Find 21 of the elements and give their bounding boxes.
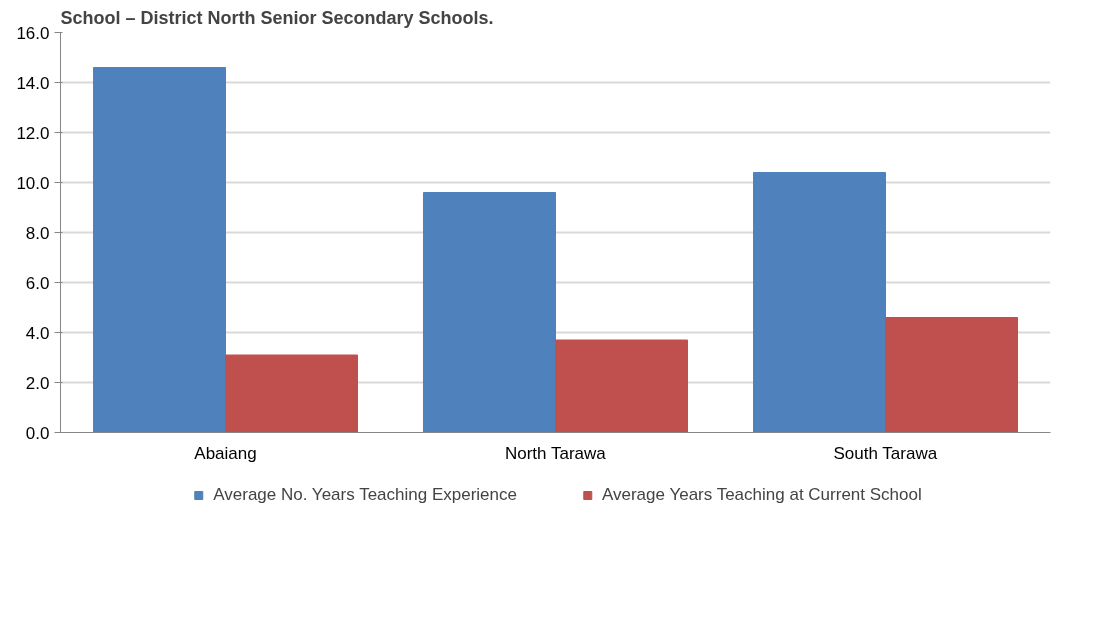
x-tick-label: South Tarawa (833, 443, 938, 463)
legend-label: Average Years Teaching at Current School (601, 485, 922, 505)
bar (753, 172, 886, 433)
y-tick-label: 16.0 (16, 23, 50, 43)
bar (555, 339, 688, 433)
y-tick-label: 12.0 (16, 123, 50, 143)
y-tick-label: 0.0 (25, 423, 50, 443)
bar (885, 317, 1018, 433)
chart-title: School – District North Senior Secondary Schools. (60, 7, 494, 28)
legend-label: Average No. Years Teaching Experience (213, 485, 517, 505)
y-tick-label: 4.0 (25, 323, 50, 343)
y-tick-label: 14.0 (16, 73, 50, 93)
y-tick-label: 6.0 (25, 273, 50, 293)
y-tick-label: 10.0 (16, 173, 50, 193)
y-tick-label: 2.0 (25, 373, 50, 393)
x-tick-label: North Tarawa (504, 443, 607, 463)
bar (423, 192, 556, 433)
bar (93, 67, 226, 433)
y-tick-label: 8.0 (25, 223, 50, 243)
bar (225, 354, 358, 433)
x-tick-label: Abaiang (194, 443, 257, 463)
